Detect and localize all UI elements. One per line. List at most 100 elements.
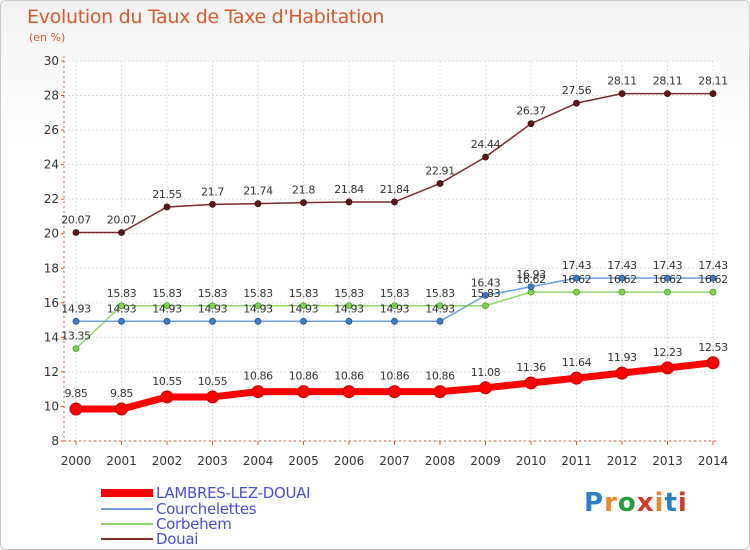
- legend-item-douai: Douai: [101, 530, 361, 548]
- legend-swatch-douai: [101, 538, 153, 540]
- data-point-courchelettes: [345, 317, 353, 325]
- data-point-courchelettes: [664, 274, 671, 282]
- data-label-lambres: 10.86: [380, 370, 410, 383]
- data-point-courchelettes: [436, 317, 444, 325]
- x-tick-label: 2009: [470, 454, 501, 468]
- data-point-douai: [573, 99, 580, 107]
- data-label-douai: 20.07: [61, 214, 91, 227]
- data-point-courchelettes: [118, 317, 125, 325]
- logo-letter: x: [636, 488, 655, 518]
- data-label-lambres: 10.86: [425, 370, 455, 383]
- data-label-courchelettes: 16.93: [516, 268, 546, 281]
- data-label-douai: 28.11: [653, 75, 683, 88]
- data-point-lambres: [661, 361, 674, 375]
- legend-item-lambres: LAMBRES-LEZ-DOUAI: [101, 484, 361, 502]
- x-tick-label: 2005: [288, 454, 319, 468]
- x-tick-label: 2008: [425, 454, 456, 468]
- data-point-douai: [118, 229, 125, 236]
- data-label-douai: 24.44: [471, 138, 501, 151]
- data-point-lambres: [69, 402, 83, 416]
- data-point-lambres: [524, 376, 538, 390]
- data-point-douai: [209, 200, 216, 208]
- data-label-courchelettes: 16.43: [471, 276, 501, 289]
- data-label-corbehem: 13.35: [61, 330, 91, 343]
- data-label-lambres: 10.86: [243, 370, 273, 383]
- data-point-corbehem: [618, 288, 626, 296]
- data-label-corbehem: 15.83: [198, 287, 228, 300]
- data-label-douai: 21.74: [243, 185, 273, 198]
- legend-swatch-lambres: [101, 489, 153, 497]
- data-label-courchelettes: 17.43: [607, 259, 637, 272]
- x-tick-label: 2002: [152, 454, 183, 468]
- data-point-courchelettes: [709, 274, 717, 282]
- x-tick-label: 2012: [607, 454, 638, 468]
- data-point-douai: [72, 229, 80, 236]
- data-point-lambres: [342, 385, 356, 399]
- legend-label-corbehem: Corbehem: [156, 515, 232, 533]
- data-label-douai: 22.91: [425, 164, 455, 177]
- y-tick-label: 20: [44, 227, 59, 241]
- logo-letter: i: [677, 488, 688, 518]
- data-label-douai: 20.07: [107, 214, 137, 227]
- data-label-lambres: 11.08: [471, 366, 501, 379]
- data-point-corbehem: [345, 302, 353, 310]
- data-label-douai: 28.11: [698, 75, 728, 88]
- data-point-corbehem: [436, 302, 444, 310]
- x-tick-label: 2007: [379, 454, 410, 468]
- data-label-corbehem: 15.83: [107, 287, 137, 300]
- y-tick-label: 22: [44, 192, 59, 206]
- data-label-lambres: 11.36: [516, 361, 546, 374]
- data-point-corbehem: [209, 302, 216, 310]
- data-point-lambres: [206, 390, 219, 404]
- y-tick-label: 30: [44, 54, 59, 68]
- data-point-corbehem: [482, 302, 489, 310]
- data-label-corbehem: 15.83: [425, 287, 455, 300]
- data-label-corbehem: 16.62: [653, 273, 683, 286]
- y-tick-label: 28: [44, 89, 59, 103]
- y-tick-label: 16: [44, 296, 59, 310]
- data-point-courchelettes: [618, 274, 626, 282]
- data-point-lambres: [251, 385, 265, 399]
- data-label-corbehem: 15.83: [289, 287, 319, 300]
- logo-letter: r: [604, 488, 618, 518]
- data-label-lambres: 10.55: [152, 375, 182, 388]
- data-point-douai: [391, 198, 398, 206]
- data-label-corbehem: 15.83: [471, 287, 501, 300]
- data-point-douai: [618, 90, 626, 98]
- legend-swatch-courchelettes: [101, 508, 153, 510]
- data-point-lambres: [160, 390, 174, 404]
- x-tick-label: 2006: [334, 454, 365, 468]
- data-point-corbehem: [163, 302, 171, 310]
- data-point-corbehem: [300, 302, 307, 310]
- logo-letter: P: [584, 488, 605, 518]
- data-point-courchelettes: [300, 317, 307, 325]
- data-point-lambres: [297, 385, 310, 399]
- data-point-courchelettes: [391, 317, 398, 325]
- data-label-courchelettes: 14.93: [289, 302, 319, 315]
- data-point-courchelettes: [163, 317, 171, 325]
- y-tick-label: 12: [44, 365, 59, 379]
- legend-label-courchelettes: Courchelettes: [156, 500, 257, 518]
- data-label-douai: 26.37: [516, 105, 546, 118]
- x-tick-label: 2014: [698, 454, 729, 468]
- x-tick-label: 2011: [561, 454, 592, 468]
- data-label-douai: 27.56: [562, 84, 592, 97]
- data-point-courchelettes: [527, 283, 535, 291]
- data-label-douai: 21.55: [152, 188, 182, 201]
- y-tick-label: 26: [44, 123, 59, 137]
- data-point-corbehem: [664, 288, 671, 296]
- data-label-lambres: 10.86: [289, 370, 319, 383]
- logo-letter: t: [664, 488, 678, 518]
- data-point-courchelettes: [482, 291, 489, 299]
- y-tick-label: 10: [44, 399, 59, 413]
- data-point-courchelettes: [254, 317, 262, 325]
- data-label-courchelettes: 17.43: [698, 259, 728, 272]
- data-label-courchelettes: 17.43: [562, 259, 592, 272]
- data-point-corbehem: [254, 302, 262, 310]
- data-point-lambres: [615, 366, 629, 380]
- data-label-douai: 28.11: [607, 75, 637, 88]
- y-tick-label: 8: [51, 434, 59, 448]
- x-tick-label: 2001: [106, 454, 137, 468]
- x-tick-label: 2000: [61, 454, 92, 468]
- logo-letter: o: [617, 488, 637, 518]
